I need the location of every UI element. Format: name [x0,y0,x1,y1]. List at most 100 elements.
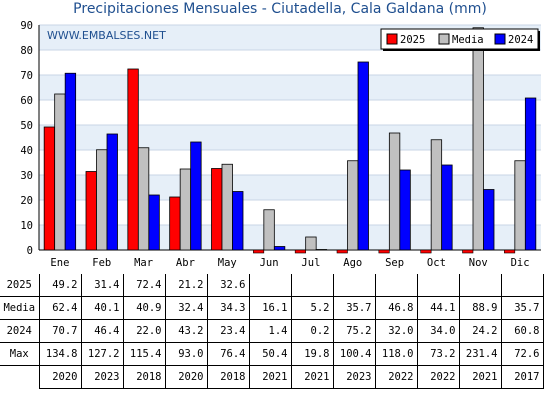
table-cell: 70.7 [38,319,82,343]
table-cell: 32.6 [206,274,250,297]
table-cell: 2021 [458,365,502,389]
y-tick-label: 40 [20,145,33,157]
bar-2024-may [232,191,244,251]
x-tick-label: Dic [511,257,530,269]
row-label: 2025 [0,274,40,297]
table-cell: 44.1 [416,296,460,320]
table-cell: 2023 [332,365,376,389]
bar-2025-ene [43,126,56,251]
table-cell [374,274,418,297]
legend-label-2025: 2025 [400,34,425,46]
bar-media-may [221,163,233,251]
table-cell: 75.2 [332,319,376,343]
legend-label-2024: 2024 [508,34,533,46]
legend-swatch-2024 [494,33,506,45]
table-row: 2020 2023 2018 2020 2018 2021 2021 2023 2022 2022… [0,365,544,389]
bar-2025-mar [127,68,139,251]
table-cell: 134.8 [38,342,82,366]
legend-swatch-2025 [386,33,398,45]
row-label: Media [0,296,40,320]
bar-media-nov [472,27,484,251]
table-cell: 35.7 [332,296,376,320]
bar-2024-feb [106,133,118,251]
table-cell [290,274,334,297]
table-row: Media 62.4 40.1 40.9 32.4 34.3 16.1 5.2 35.7 46.8… [0,296,544,320]
table-cell: 5.2 [290,296,334,320]
grid-band [39,75,541,100]
table-cell: 118.0 [374,342,418,366]
x-tick-label: May [218,257,237,269]
table-cell: 76.4 [206,342,250,366]
table-cell: 2017 [500,365,544,389]
table-cell: 2018 [122,365,166,389]
table-cell: 2023 [80,365,124,389]
table-cell: 2020 [164,365,208,389]
table-cell: 0.2 [290,319,334,343]
bar-2024-ene [64,72,77,251]
bar-2025-feb [85,171,97,251]
bar-2024-sep [399,169,411,251]
table-cell: 34.3 [206,296,250,320]
table-cell: 60.8 [500,319,544,343]
table-cell: 100.4 [332,342,376,366]
table-cell: 40.1 [80,296,124,320]
table-cell [332,274,376,297]
bar-2025-ago [336,249,348,254]
table-cell: 2020 [38,365,82,389]
table-cell: 127.2 [80,342,124,366]
table-cell: 2022 [374,365,418,389]
table-cell: 46.4 [80,319,124,343]
table-cell: 2021 [290,365,334,389]
table-cell [500,274,544,297]
table-cell: 19.8 [290,342,334,366]
x-tick-label: Jun [260,257,279,269]
table-cell: 16.1 [248,296,292,320]
legend: 2025 Media 2024 [380,28,540,51]
table-cell: 40.9 [122,296,166,320]
legend-label-media: Media [452,34,484,46]
table-row: 2025 49.2 31.4 72.4 21.2 32.6 [0,274,544,297]
table-cell: 22.0 [122,319,166,343]
bar-media-oct [430,139,443,251]
bar-2024-jun [273,246,286,251]
table-cell: 231.4 [458,342,502,366]
grid-band [39,125,541,150]
y-tick-label: 30 [20,170,33,182]
x-tick-label: Mar [134,257,153,269]
row-label: 2024 [0,319,40,343]
y-tick-label: 0 [27,245,33,257]
watermark: WWW.EMBALSES.NET [47,29,166,42]
table-cell: 73.2 [416,342,460,366]
x-tick-label: Abr [176,257,195,269]
precipitation-chart: 0 10 20 30 40 50 60 70 80 90 Ene Feb Mar Abr May Jun Jul… [20,20,541,269]
bar-media-ago [347,160,359,251]
table-cell: 49.2 [38,274,82,297]
table-cell: 115.4 [122,342,166,366]
x-tick-label: Ago [343,257,362,269]
y-tick-label: 50 [20,120,33,132]
bar-media-feb [96,149,108,251]
data-table: 2025 49.2 31.4 72.4 21.2 32.6 Media 62.4 40.1 40.… [0,274,544,389]
y-tick-label: 70 [20,70,33,82]
table-cell: 2021 [248,365,292,389]
y-tick-label: 10 [20,220,33,232]
bar-media-dic [514,160,526,251]
table-cell: 24.2 [458,319,502,343]
bar-2024-oct [441,164,453,251]
x-tick-label: Ene [50,257,69,269]
bar-media-jul [305,236,317,251]
y-tick-label: 80 [20,45,33,57]
table-cell: 50.4 [248,342,292,366]
table-cell: 88.9 [458,296,502,320]
y-tick-label: 20 [20,195,33,207]
bar-2025-sep [378,249,390,254]
table-cell: 62.4 [38,296,82,320]
table-cell: 43.2 [164,319,208,343]
x-tick-label: Oct [427,257,446,269]
x-tick-label: Jul [301,257,320,269]
bar-2025-dic [504,249,516,254]
bar-2024-jul [315,249,328,251]
bar-media-mar [137,147,150,251]
bar-media-abr [179,168,192,251]
chart-title: Precipitaciones Mensuales - Ciutadella, … [73,1,487,17]
